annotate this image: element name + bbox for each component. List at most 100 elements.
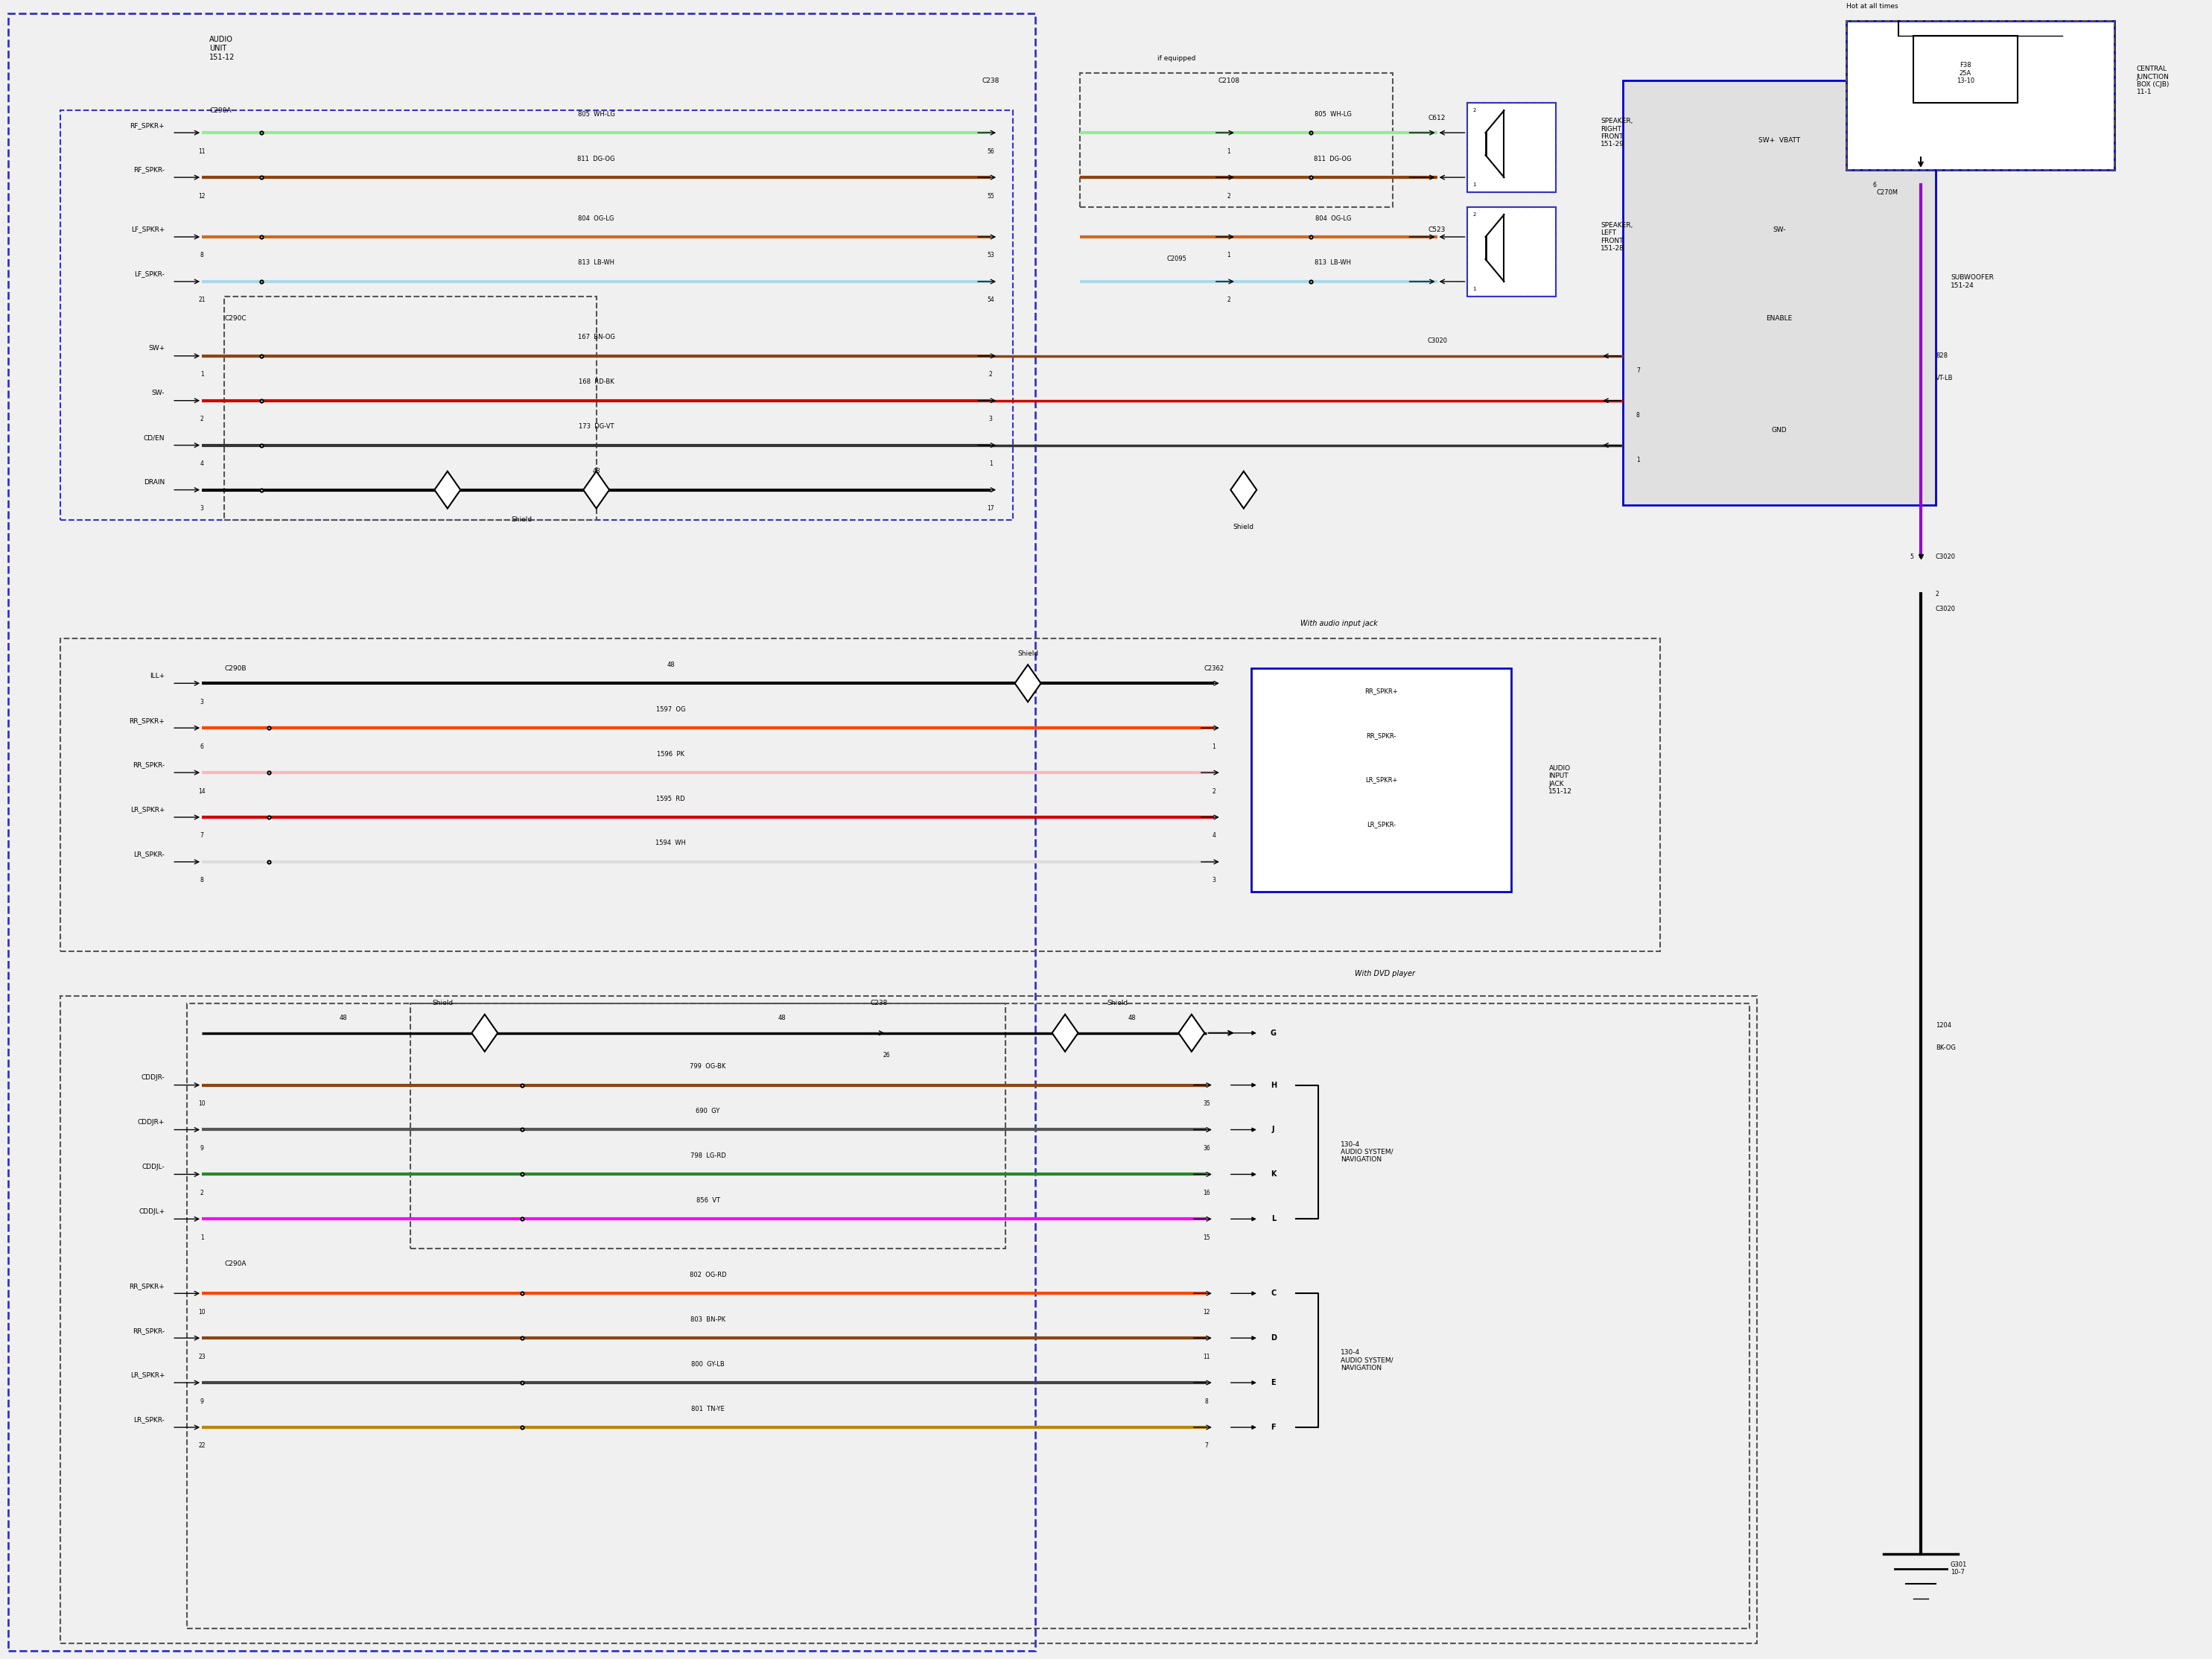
Text: C290A: C290A <box>210 108 232 114</box>
Text: RR_SPKR+: RR_SPKR+ <box>128 1282 164 1289</box>
Text: CDDJL-: CDDJL- <box>142 1163 164 1170</box>
Text: With DVD player: With DVD player <box>1354 971 1416 977</box>
Bar <box>1913 36 2017 103</box>
Text: 12: 12 <box>1203 1309 1210 1316</box>
Polygon shape <box>1179 1014 1206 1052</box>
Text: 15: 15 <box>1203 1234 1210 1241</box>
Text: 690  GY: 690 GY <box>697 1108 719 1115</box>
Text: 1596  PK: 1596 PK <box>657 750 684 758</box>
Text: 799  OG-BK: 799 OG-BK <box>690 1063 726 1070</box>
Text: C290A: C290A <box>223 1261 246 1267</box>
Bar <box>1847 22 2115 169</box>
Text: F38
25A
13-10: F38 25A 13-10 <box>1955 61 1975 85</box>
Text: 1: 1 <box>1473 182 1475 187</box>
Bar <box>1467 103 1557 192</box>
Text: 48: 48 <box>666 662 675 669</box>
Text: 2: 2 <box>1473 212 1475 217</box>
Text: 167  BN-OG: 167 BN-OG <box>577 333 615 340</box>
Text: 22: 22 <box>199 1443 206 1450</box>
Text: 1594  WH: 1594 WH <box>655 839 686 846</box>
Text: 48: 48 <box>338 1015 347 1022</box>
Text: G301
10-7: G301 10-7 <box>1951 1561 1966 1576</box>
Text: 1: 1 <box>199 1234 204 1241</box>
Text: F: F <box>1272 1423 1276 1432</box>
Text: 828: 828 <box>1936 353 1947 360</box>
Text: if equipped: if equipped <box>1157 55 1197 61</box>
Text: 2: 2 <box>199 1190 204 1196</box>
Text: 1: 1 <box>1228 148 1230 154</box>
Text: 856  VT: 856 VT <box>697 1198 719 1204</box>
Text: SW-: SW- <box>1772 226 1785 232</box>
Text: 130-4
AUDIO SYSTEM/
NAVIGATION: 130-4 AUDIO SYSTEM/ NAVIGATION <box>1340 1349 1394 1372</box>
Bar <box>60 111 1013 519</box>
Text: C: C <box>1270 1289 1276 1297</box>
Text: 2: 2 <box>989 372 993 378</box>
Text: 173  DG-VT: 173 DG-VT <box>580 423 615 430</box>
Bar <box>60 639 1661 951</box>
Text: 7: 7 <box>1637 367 1639 375</box>
Text: 811  DG-OG: 811 DG-OG <box>577 156 615 163</box>
Text: 813  LB-WH: 813 LB-WH <box>1314 259 1352 267</box>
Text: 3: 3 <box>199 698 204 705</box>
Text: 12: 12 <box>199 192 206 199</box>
Polygon shape <box>1230 471 1256 508</box>
Polygon shape <box>1015 665 1042 702</box>
Text: 804  OG-LG: 804 OG-LG <box>577 216 615 222</box>
Text: Shield: Shield <box>1018 650 1037 657</box>
Text: 48: 48 <box>593 468 599 474</box>
Text: 7: 7 <box>1206 1443 1208 1450</box>
Text: C290B: C290B <box>223 665 246 672</box>
Text: SPEAKER,
LEFT
FRONT
151-28: SPEAKER, LEFT FRONT 151-28 <box>1601 222 1632 252</box>
Text: 2: 2 <box>1212 788 1217 795</box>
Bar <box>188 1004 1750 1627</box>
Text: 805  WH-LG: 805 WH-LG <box>1314 111 1352 118</box>
Text: LF_SPKR+: LF_SPKR+ <box>131 226 164 232</box>
Text: L: L <box>1272 1216 1276 1223</box>
Bar <box>1252 669 1511 891</box>
Text: C270M: C270M <box>1876 189 1898 196</box>
Polygon shape <box>434 471 460 508</box>
Text: With audio input jack: With audio input jack <box>1301 620 1378 627</box>
Bar <box>409 1004 1006 1249</box>
Text: 4: 4 <box>199 461 204 468</box>
Text: CDDJR+: CDDJR+ <box>137 1118 164 1125</box>
Text: 8: 8 <box>199 878 204 884</box>
Text: 803  BN-PK: 803 BN-PK <box>690 1316 726 1322</box>
Bar <box>1467 207 1557 297</box>
Bar <box>1847 22 2115 169</box>
Text: 10: 10 <box>199 1309 206 1316</box>
Text: 48: 48 <box>779 1015 785 1022</box>
Text: 6: 6 <box>199 743 204 750</box>
Text: 168  RD-BK: 168 RD-BK <box>580 378 615 385</box>
Text: C523: C523 <box>1429 226 1447 232</box>
Polygon shape <box>471 1014 498 1052</box>
Text: 2: 2 <box>1228 192 1230 199</box>
Text: C2095: C2095 <box>1166 255 1186 262</box>
Text: SPEAKER,
RIGHT
FRONT
151-29: SPEAKER, RIGHT FRONT 151-29 <box>1601 118 1632 148</box>
Text: 21: 21 <box>199 297 206 304</box>
Bar <box>1467 103 1557 192</box>
Text: 35: 35 <box>1203 1100 1210 1107</box>
Text: CDDJR-: CDDJR- <box>142 1075 164 1082</box>
Text: G: G <box>1270 1029 1276 1037</box>
Text: LR_SPKR-: LR_SPKR- <box>133 1417 164 1423</box>
Text: ENABLE: ENABLE <box>1765 315 1792 322</box>
Text: RR_SPKR-: RR_SPKR- <box>133 761 164 768</box>
Text: Shield: Shield <box>1106 1000 1128 1007</box>
Text: 804  OG-LG: 804 OG-LG <box>1314 216 1352 222</box>
Text: RF_SPKR+: RF_SPKR+ <box>131 121 164 129</box>
Text: Shield: Shield <box>434 1000 453 1007</box>
Text: ILL+: ILL+ <box>150 672 164 679</box>
Text: C2108: C2108 <box>1219 78 1239 85</box>
Text: 9: 9 <box>199 1399 204 1405</box>
Text: 1: 1 <box>1228 252 1230 259</box>
Text: DRAIN: DRAIN <box>144 479 164 486</box>
Text: E: E <box>1272 1379 1276 1387</box>
Text: 56: 56 <box>987 148 995 154</box>
Text: 53: 53 <box>987 252 995 259</box>
Text: SUBWOOFER
151-24: SUBWOOFER 151-24 <box>1951 274 1993 289</box>
Text: CDDJL+: CDDJL+ <box>139 1208 164 1214</box>
Text: BK-OG: BK-OG <box>1936 1045 1955 1052</box>
Text: D: D <box>1270 1334 1276 1342</box>
Bar <box>1467 207 1557 297</box>
